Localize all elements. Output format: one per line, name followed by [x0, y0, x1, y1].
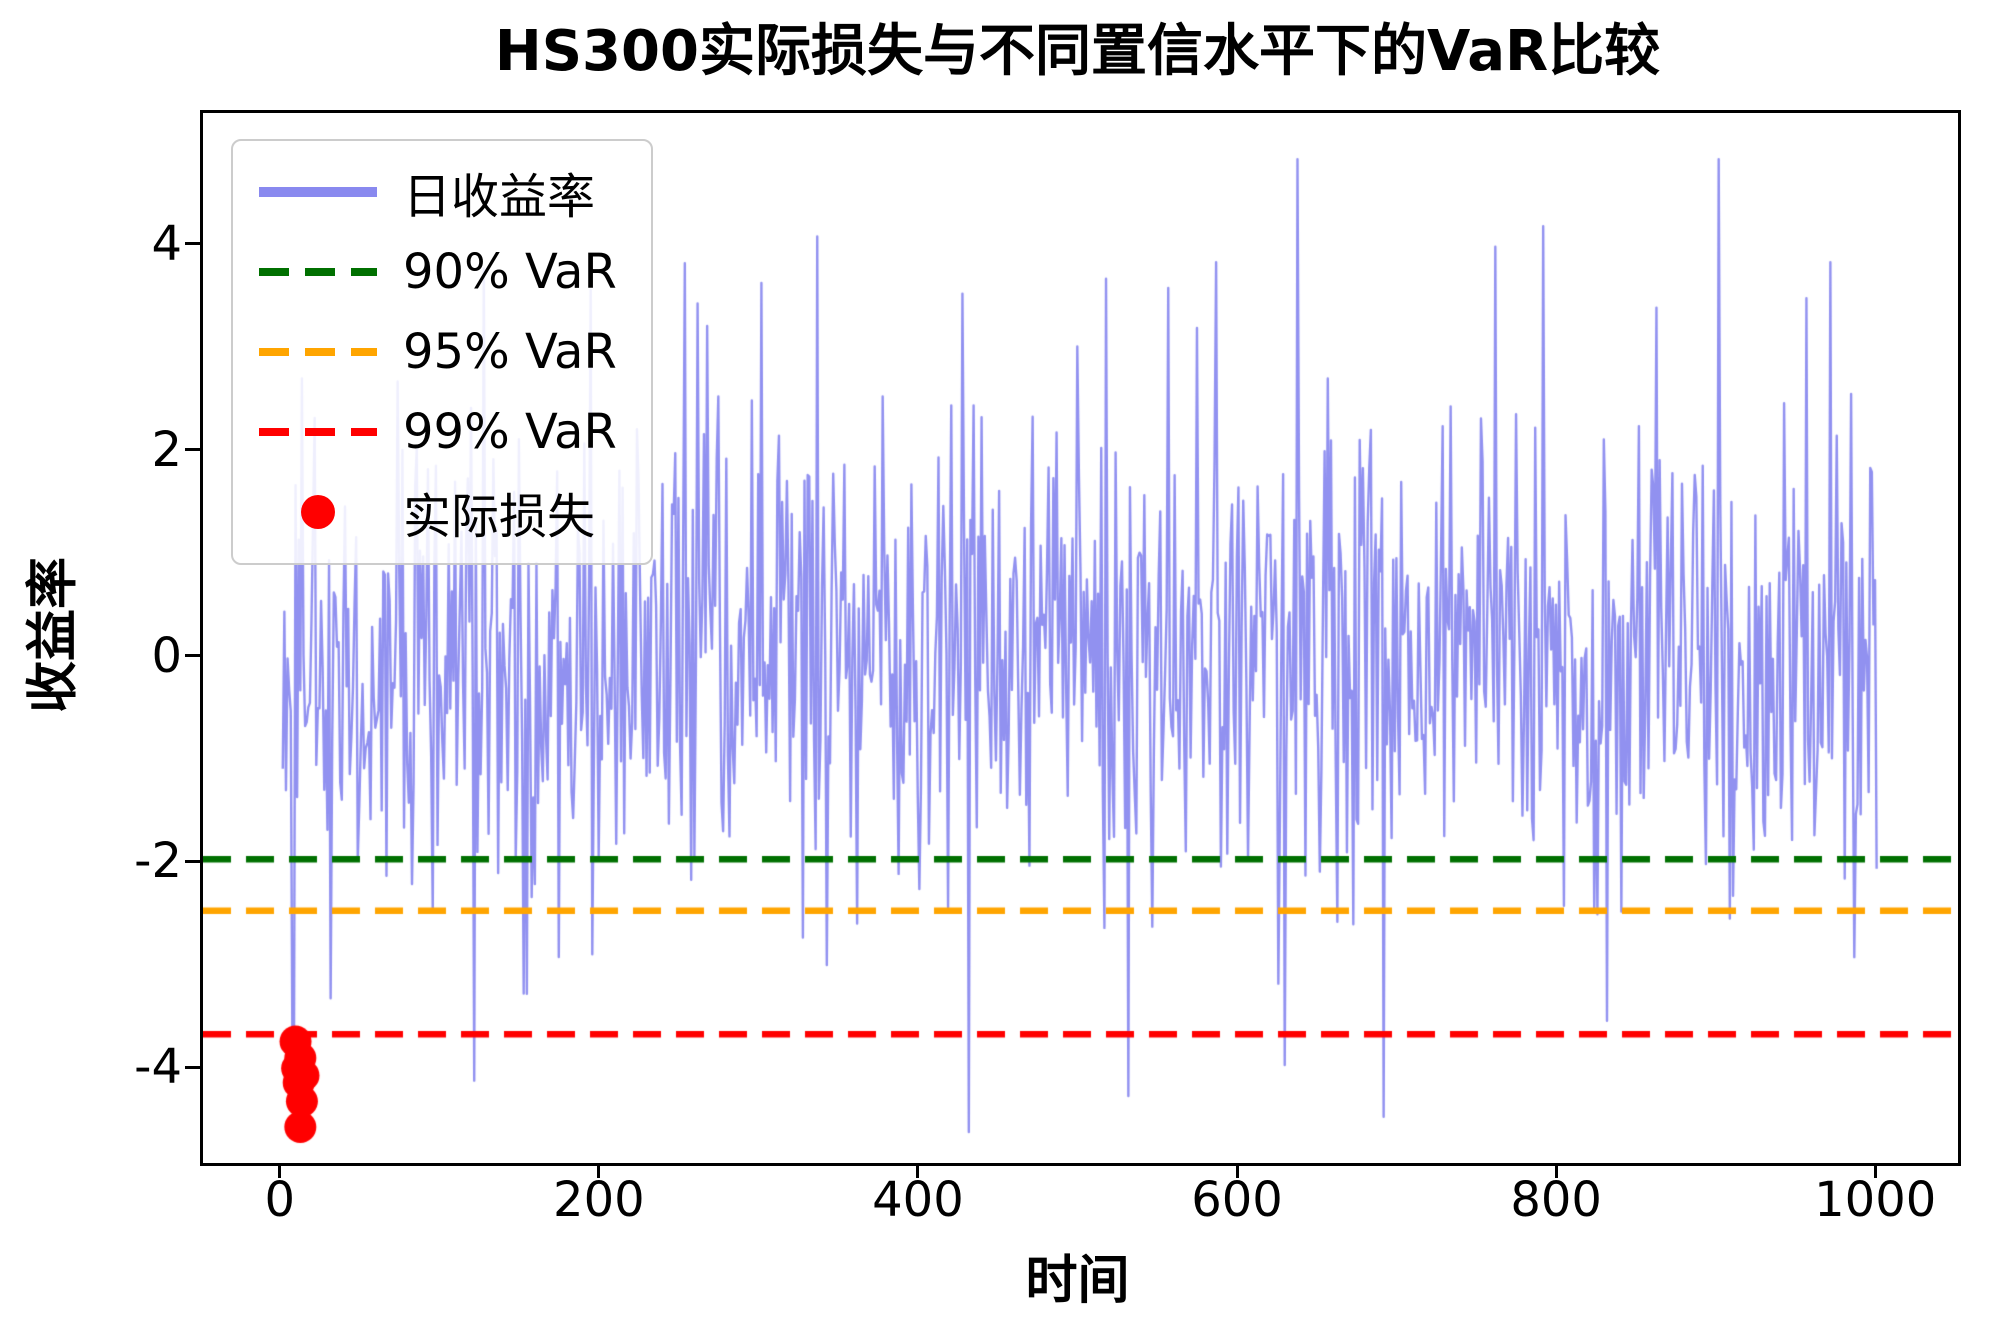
y-tickmark [185, 448, 200, 452]
x-tick-label: 200 [553, 1172, 645, 1228]
legend-label: 95% VaR [403, 324, 617, 380]
legend-swatch-shape [301, 495, 335, 529]
y-tick-label: 2 [151, 421, 182, 478]
y-tickmark [185, 654, 200, 658]
x-tickmark [916, 1163, 920, 1178]
legend-swatch-shape [259, 268, 377, 276]
legend-label: 99% VaR [403, 404, 617, 460]
y-tickmark [185, 859, 200, 863]
legend-line-icon [259, 348, 377, 356]
x-tick-label: 0 [264, 1172, 296, 1228]
legend-marker-icon [259, 495, 377, 529]
legend-line-icon [259, 428, 377, 436]
legend-swatch-shape [259, 187, 377, 197]
x-axis-label: 时间 [1025, 1251, 1130, 1311]
y-tickmark [185, 1065, 200, 1069]
legend-entry-1: 90% VaR [259, 239, 617, 305]
y-tick-label: 0 [151, 627, 182, 684]
x-tickmark [278, 1163, 282, 1178]
x-tickmark [1554, 1163, 1558, 1178]
legend-entry-3: 99% VaR [259, 399, 617, 465]
x-tick-label: 400 [872, 1172, 964, 1228]
x-tickmark [597, 1163, 601, 1178]
y-tick-label: -4 [134, 1039, 182, 1096]
x-tickmark [1873, 1163, 1877, 1178]
legend-entry-0: 日收益率 [259, 159, 617, 225]
chart-title: HS300实际损失与不同置信水平下的VaR比较 [494, 19, 1661, 84]
legend-swatch-shape [259, 348, 377, 356]
x-tick-label: 800 [1510, 1172, 1602, 1228]
legend-entry-2: 95% VaR [259, 319, 617, 385]
y-tick-label: -2 [134, 833, 182, 890]
legend-line-icon [259, 187, 377, 197]
x-tickmark [1235, 1163, 1239, 1178]
legend-label: 实际损失 [403, 489, 596, 545]
x-tick-label: 1000 [1814, 1172, 1937, 1228]
legend-label: 日收益率 [403, 169, 596, 225]
legend-entry-4: 实际损失 [259, 479, 617, 545]
y-tickmark [185, 242, 200, 246]
y-tick-label: 4 [151, 215, 182, 272]
x-tick-label: 600 [1191, 1172, 1283, 1228]
legend: 日收益率 90% VaR 95% VaR 99% VaR 实际损失 [231, 139, 653, 565]
legend-swatch-shape [259, 428, 377, 436]
legend-label: 90% VaR [403, 244, 617, 300]
plot-area: 日收益率 90% VaR 95% VaR 99% VaR 实际损失 [200, 110, 1961, 1166]
y-axis-label: 收益率 [23, 557, 84, 714]
legend-line-icon [259, 268, 377, 276]
